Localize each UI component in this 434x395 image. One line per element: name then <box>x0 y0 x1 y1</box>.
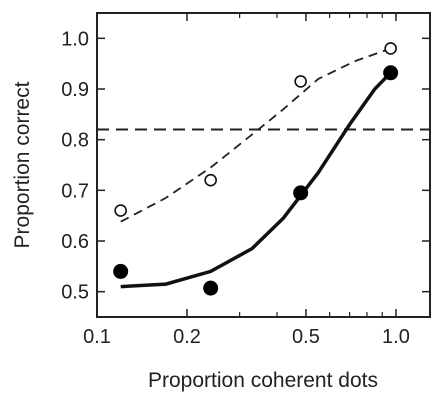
data-point-filled <box>383 65 399 81</box>
y-tick-label: 0.5 <box>61 282 89 304</box>
y-axis-label: Proportion correct <box>11 81 34 248</box>
data-point-filled <box>293 185 309 201</box>
fit-curve-open <box>120 47 391 223</box>
y-tick-label: 0.7 <box>61 180 89 202</box>
data-point-open <box>204 173 217 187</box>
x-tick-label: 0.5 <box>292 326 320 348</box>
y-tick-label: 0.9 <box>61 79 89 101</box>
y-tick-label: 1.0 <box>61 28 89 50</box>
fit-curve-filled <box>120 71 392 289</box>
x-tick-label: 0.1 <box>83 326 111 348</box>
data-point-filled <box>113 263 129 279</box>
data-point-open <box>384 42 397 55</box>
plot-frame <box>96 12 431 318</box>
data-point-open <box>114 204 127 217</box>
x-tick-label: 0.2 <box>173 326 201 348</box>
x-tick-label: 1.0 <box>382 326 410 348</box>
data-point-filled <box>203 280 219 296</box>
y-tick-label: 0.6 <box>61 231 89 253</box>
data-point-open <box>294 75 307 88</box>
x-axis-label: Proportion coherent dots <box>148 369 378 392</box>
y-tick-label: 0.8 <box>61 130 89 152</box>
